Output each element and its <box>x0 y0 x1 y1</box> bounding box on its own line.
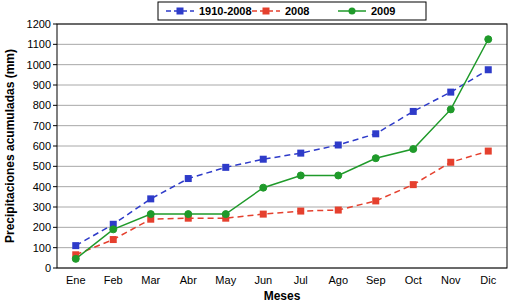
y-tick-label: 1000 <box>27 59 51 71</box>
marker <box>335 172 342 179</box>
marker <box>410 146 417 153</box>
tick-mark <box>53 44 57 45</box>
x-tick-label: Mar <box>141 274 160 286</box>
y-tick-label: 800 <box>33 99 51 111</box>
grid-line <box>57 85 507 86</box>
y-tick-label: 600 <box>33 140 51 152</box>
legend-marker <box>263 8 270 15</box>
marker <box>410 181 417 188</box>
grid-line <box>57 247 507 248</box>
marker <box>485 66 492 73</box>
legend-box <box>158 2 426 20</box>
y-tick-label: 1100 <box>27 38 51 50</box>
marker <box>147 195 154 202</box>
plot-frame <box>57 24 507 268</box>
tick-mark <box>53 105 57 106</box>
marker <box>485 148 492 155</box>
tick-mark <box>53 207 57 208</box>
y-tick-label: 1200 <box>27 18 51 30</box>
tick-mark <box>53 146 57 147</box>
legend-marker <box>177 8 184 15</box>
x-tick-label: Abr <box>180 274 197 286</box>
grid-line <box>57 105 507 106</box>
marker <box>297 150 304 157</box>
legend-label: 2009 <box>371 5 395 17</box>
marker <box>110 236 117 243</box>
legend-label: 1910-2008 <box>199 5 252 17</box>
tick-mark <box>53 268 57 269</box>
marker <box>372 155 379 162</box>
x-tick-label: Feb <box>104 274 123 286</box>
x-tick-label: Dic <box>480 274 496 286</box>
x-tick-label: Jun <box>254 274 272 286</box>
grid-line <box>57 166 507 167</box>
y-axis-label: Precipitaciones acumuladas (mm) <box>3 49 17 243</box>
y-tick-label: 200 <box>33 221 51 233</box>
tick-mark <box>53 85 57 86</box>
marker <box>335 207 342 214</box>
legend: 1910-2008 2008 2009 <box>158 2 426 20</box>
y-tick-label: 700 <box>33 120 51 132</box>
marker <box>110 226 117 233</box>
marker <box>72 242 79 249</box>
marker <box>447 159 454 166</box>
chart: 0 100 200 300 400 500 600 700 800 900 1000 1100 1200… <box>0 0 520 306</box>
legend-marker <box>349 8 356 15</box>
grid-line <box>57 207 507 208</box>
grid-line <box>57 125 507 126</box>
marker <box>335 141 342 148</box>
tick-mark <box>53 64 57 65</box>
marker <box>297 172 304 179</box>
marker <box>185 175 192 182</box>
marker <box>260 156 267 163</box>
series-line <box>76 39 489 259</box>
grid-line <box>57 44 507 45</box>
tick-mark <box>53 125 57 126</box>
marker <box>447 106 454 113</box>
grid-line <box>57 64 507 65</box>
marker <box>260 184 267 191</box>
marker <box>372 130 379 137</box>
x-tick-label: Oct <box>405 274 422 286</box>
marker <box>260 211 267 218</box>
series-group <box>72 36 492 263</box>
marker <box>372 197 379 204</box>
marker <box>185 211 192 218</box>
y-tick-label: 400 <box>33 181 51 193</box>
marker <box>222 164 229 171</box>
x-axis-label: Meses <box>264 289 301 303</box>
y-tick-label: 500 <box>33 160 51 172</box>
x-tick-label: Nov <box>441 274 461 286</box>
marker <box>485 36 492 43</box>
y-tick-label: 900 <box>33 79 51 91</box>
x-tick-label: Ene <box>66 274 86 286</box>
plot-area <box>57 24 507 268</box>
grid-line <box>57 146 507 147</box>
x-tick-label: Jul <box>294 274 308 286</box>
marker <box>297 208 304 215</box>
tick-mark <box>53 24 57 25</box>
x-tick-label: May <box>215 274 236 286</box>
legend-label: 2008 <box>285 5 309 17</box>
tick-mark <box>53 166 57 167</box>
tick-mark <box>53 227 57 228</box>
grid-line <box>57 227 507 228</box>
marker <box>447 89 454 96</box>
y-tick-label: 100 <box>33 242 51 254</box>
tick-mark <box>53 247 57 248</box>
x-tick-label: Ago <box>328 274 348 286</box>
marker <box>147 211 154 218</box>
y-tick-label: 0 <box>45 262 51 274</box>
tick-mark <box>53 186 57 187</box>
marker <box>410 108 417 115</box>
grid-line <box>57 186 507 187</box>
series-line <box>76 151 489 255</box>
x-tick-label: Sep <box>366 274 386 286</box>
marker <box>222 211 229 218</box>
marker <box>72 255 79 262</box>
y-tick-label: 300 <box>33 201 51 213</box>
